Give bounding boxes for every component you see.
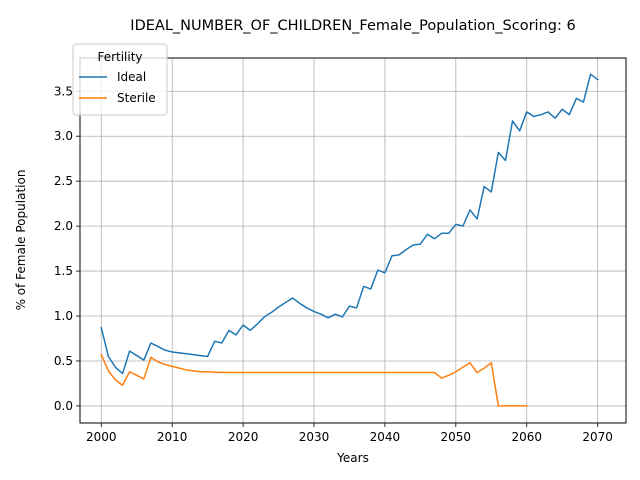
y-tick-label: 0.5 — [54, 354, 73, 368]
y-tick-label: 0.0 — [54, 399, 73, 413]
series-line-sterile — [100, 353, 528, 407]
series-layer — [100, 73, 599, 407]
x-tick-label: 2020 — [228, 430, 259, 444]
series-line-ideal — [100, 73, 599, 375]
legend-title: Fertility — [97, 50, 142, 64]
y-tick-label: 3.5 — [54, 84, 73, 98]
y-tick-label: 3.0 — [54, 129, 73, 143]
x-tick-label: 2060 — [511, 430, 542, 444]
legend-label-sterile: Sterile — [117, 91, 156, 105]
x-tick-label: 2000 — [86, 430, 117, 444]
y-axis-label: % of Female Population — [14, 170, 28, 311]
y-tick-label: 2.0 — [54, 219, 73, 233]
plot-area-frame — [79, 57, 627, 424]
x-axis-ticks: 2000 2010 2020 2030 2040 2050 2060 2070 — [86, 423, 613, 444]
grid-lines — [80, 58, 626, 423]
x-tick-label: 2010 — [157, 430, 188, 444]
y-tick-label: 1.0 — [54, 309, 73, 323]
x-axis-label: Years — [336, 451, 369, 465]
x-tick-label: 2040 — [370, 430, 401, 444]
x-tick-label: 2070 — [582, 430, 613, 444]
legend-label-ideal: Ideal — [117, 70, 146, 84]
chart-title: IDEAL_NUMBER_OF_CHILDREN_Female_Populati… — [130, 18, 575, 34]
y-axis-ticks: 0.0 0.5 1.0 1.5 2.0 2.5 3.0 3.5 — [54, 84, 80, 413]
legend: Fertility Ideal Sterile — [72, 43, 168, 116]
x-tick-label: 2050 — [441, 430, 472, 444]
x-tick-label: 2030 — [299, 430, 330, 444]
y-tick-label: 1.5 — [54, 264, 73, 278]
y-tick-label: 2.5 — [54, 174, 73, 188]
